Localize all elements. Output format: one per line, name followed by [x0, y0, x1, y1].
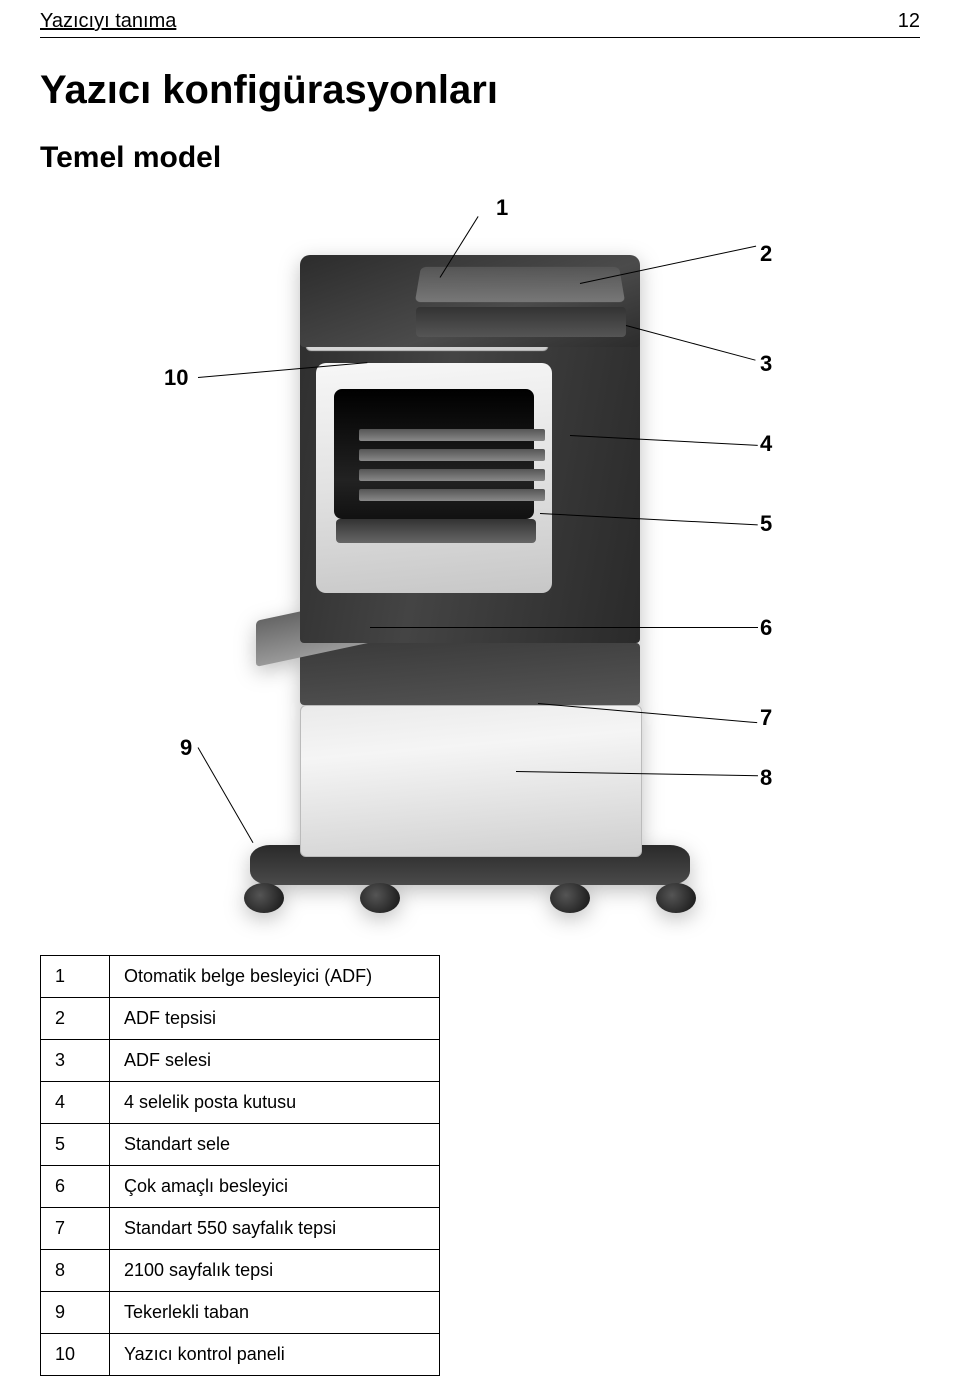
part-label: Standart 550 sayfalık tepsi	[110, 1208, 440, 1250]
callout-5: 5	[760, 511, 772, 537]
section-title: Yazıcıyı tanıma	[40, 10, 176, 33]
table-row: 2 ADF tepsisi	[41, 998, 440, 1040]
part-number: 4	[41, 1082, 110, 1124]
caster-icon	[360, 883, 400, 913]
callout-line	[198, 747, 254, 843]
caster-icon	[244, 883, 284, 913]
part-number: 2	[41, 998, 110, 1040]
mailbox-shelf-icon	[359, 449, 545, 461]
printer-front-icon	[316, 363, 552, 593]
part-label: 4 selelik posta kutusu	[110, 1082, 440, 1124]
callout-6: 6	[760, 615, 772, 641]
parts-table: 1 Otomatik belge besleyici (ADF) 2 ADF t…	[40, 955, 440, 1376]
callout-10: 10	[164, 365, 188, 391]
table-row: 6 Çok amaçlı besleyici	[41, 1166, 440, 1208]
adf-output-icon	[416, 307, 626, 337]
part-number: 10	[41, 1334, 110, 1376]
page-number: 12	[898, 10, 920, 33]
tray-550-icon	[300, 643, 640, 705]
adf-tray-icon	[415, 267, 625, 302]
table-row: 5 Standart sele	[41, 1124, 440, 1166]
table-row: 1 Otomatik belge besleyici (ADF)	[41, 956, 440, 998]
callout-line	[370, 627, 758, 628]
table-row: 7 Standart 550 sayfalık tepsi	[41, 1208, 440, 1250]
adf-unit-icon	[300, 255, 640, 347]
part-number: 3	[41, 1040, 110, 1082]
table-row: 10 Yazıcı kontrol paneli	[41, 1334, 440, 1376]
standard-bin-icon	[336, 519, 536, 543]
page-header: Yazıcıyı tanıma 12	[0, 0, 960, 37]
caster-icon	[550, 883, 590, 913]
callout-3: 3	[760, 351, 772, 377]
printer-diagram: 1 2 3 4 5 6 7 8 9 10	[40, 195, 920, 915]
output-cavity-icon	[334, 389, 534, 519]
part-label: 2100 sayfalık tepsi	[110, 1250, 440, 1292]
mailbox-shelf-icon	[359, 469, 545, 481]
section-heading: Temel model	[40, 141, 920, 175]
tray-2100-icon	[300, 705, 642, 857]
table-row: 3 ADF selesi	[41, 1040, 440, 1082]
header-rule	[40, 37, 920, 38]
part-label: ADF selesi	[110, 1040, 440, 1082]
part-number: 8	[41, 1250, 110, 1292]
table-row: 4 4 selelik posta kutusu	[41, 1082, 440, 1124]
part-label: ADF tepsisi	[110, 998, 440, 1040]
mailbox-shelf-icon	[359, 429, 545, 441]
part-number: 6	[41, 1166, 110, 1208]
part-number: 5	[41, 1124, 110, 1166]
callout-9: 9	[180, 735, 192, 761]
part-number: 7	[41, 1208, 110, 1250]
part-label: Otomatik belge besleyici (ADF)	[110, 956, 440, 998]
mailbox-shelf-icon	[359, 489, 545, 501]
callout-8: 8	[760, 765, 772, 791]
page: Yazıcıyı tanıma 12 Yazıcı konfigürasyonl…	[0, 0, 960, 1376]
part-label: Standart sele	[110, 1124, 440, 1166]
part-label: Tekerlekli taban	[110, 1292, 440, 1334]
table-row: 9 Tekerlekli taban	[41, 1292, 440, 1334]
callout-line	[626, 325, 756, 361]
part-label: Çok amaçlı besleyici	[110, 1166, 440, 1208]
caster-icon	[656, 883, 696, 913]
table-row: 8 2100 sayfalık tepsi	[41, 1250, 440, 1292]
part-number: 9	[41, 1292, 110, 1334]
callout-1: 1	[496, 195, 508, 221]
page-title: Yazıcı konfigürasyonları	[40, 68, 920, 113]
printer-body-icon	[300, 333, 640, 643]
printer-illustration	[300, 255, 640, 875]
part-label: Yazıcı kontrol paneli	[110, 1334, 440, 1376]
callout-7: 7	[760, 705, 772, 731]
callout-2: 2	[760, 241, 772, 267]
callout-4: 4	[760, 431, 772, 457]
part-number: 1	[41, 956, 110, 998]
